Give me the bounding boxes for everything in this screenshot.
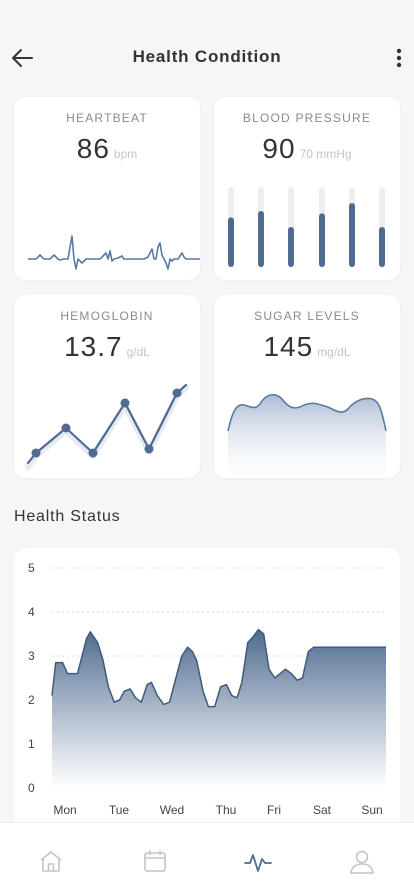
heartbeat-waveform — [28, 235, 200, 270]
bottom-tab-bar — [0, 822, 414, 896]
health-status-card: 5 4 3 2 1 0 Mon Tue Wed Thu Fri Sat Sun — [14, 548, 400, 838]
heartbeat-card[interactable]: HEARTBEAT 86 bpm — [14, 97, 200, 280]
activity-icon[interactable] — [244, 847, 272, 875]
sugar-levels-unit: mg/dL — [317, 345, 351, 359]
health-status-title: Health Status — [14, 508, 121, 525]
hemoglobin-label: HEMOGLOBIN — [60, 309, 154, 323]
header: Health Condition — [0, 0, 414, 96]
bp-bar — [319, 213, 325, 267]
hemoglobin-unit: g/dL — [126, 345, 150, 359]
calendar-icon[interactable] — [141, 847, 169, 875]
back-arrow-icon[interactable] — [10, 45, 36, 71]
hemoglobin-number: 13.7 — [64, 331, 123, 362]
bp-bar — [258, 211, 264, 267]
sugar-levels-value: 145 mg/dL — [214, 331, 400, 363]
status-line — [51, 628, 386, 708]
heartbeat-unit: bpm — [113, 147, 138, 161]
hemoglobin-value: 13.7 g/dL — [14, 331, 200, 363]
health-status-chart: 5 4 3 2 1 0 Mon Tue Wed Thu Fri Sat Sun — [28, 561, 386, 817]
status-area — [52, 629, 386, 788]
x-tick-label: Sat — [313, 803, 332, 817]
blood-pressure-bars — [228, 187, 385, 267]
y-tick-label: 1 — [28, 737, 35, 751]
hemoglobin-line-chart — [25, 383, 189, 470]
sugar-levels-number: 145 — [263, 331, 314, 362]
hemoglobin-card[interactable]: HEMOGLOBIN 13.7 g/dL — [14, 295, 200, 478]
blood-pressure-label: BLOOD PRESSURE — [242, 111, 372, 125]
bp-bar — [379, 227, 385, 267]
x-tick-label: Wed — [160, 803, 184, 817]
y-tick-label: 5 — [28, 561, 35, 575]
heartbeat-value: 86 bpm — [14, 133, 200, 165]
x-tick-label: Sun — [361, 803, 382, 817]
sugar-levels-label: SUGAR LEVELS — [254, 309, 360, 323]
y-tick-label: 3 — [28, 649, 35, 663]
bp-bar — [288, 227, 294, 267]
heartbeat-label: HEARTBEAT — [66, 111, 148, 125]
y-tick-label: 4 — [28, 605, 35, 619]
blood-pressure-card[interactable]: BLOOD PRESSURE 90 70 mmHg — [214, 97, 400, 280]
y-tick-label: 0 — [28, 781, 35, 795]
more-options-icon[interactable] — [392, 45, 406, 71]
blood-pressure-unit: 70 mmHg — [299, 147, 352, 161]
page-title: Health Condition — [132, 47, 282, 66]
x-tick-label: Mon — [53, 803, 76, 817]
heartbeat-number: 86 — [76, 133, 110, 164]
blood-pressure-value: 90 70 mmHg — [214, 133, 400, 165]
sugar-levels-area-chart — [227, 393, 387, 478]
profile-icon[interactable] — [348, 847, 376, 875]
x-tick-label: Tue — [109, 803, 130, 817]
blood-pressure-number: 90 — [262, 133, 296, 164]
x-tick-label: Thu — [216, 803, 237, 817]
bp-bar — [349, 203, 355, 267]
bp-bar — [228, 217, 234, 267]
x-tick-label: Fri — [267, 803, 281, 817]
y-tick-label: 2 — [28, 693, 35, 707]
home-icon[interactable] — [37, 847, 65, 875]
sugar-levels-card[interactable]: SUGAR LEVELS 145 mg/dL — [214, 295, 400, 478]
